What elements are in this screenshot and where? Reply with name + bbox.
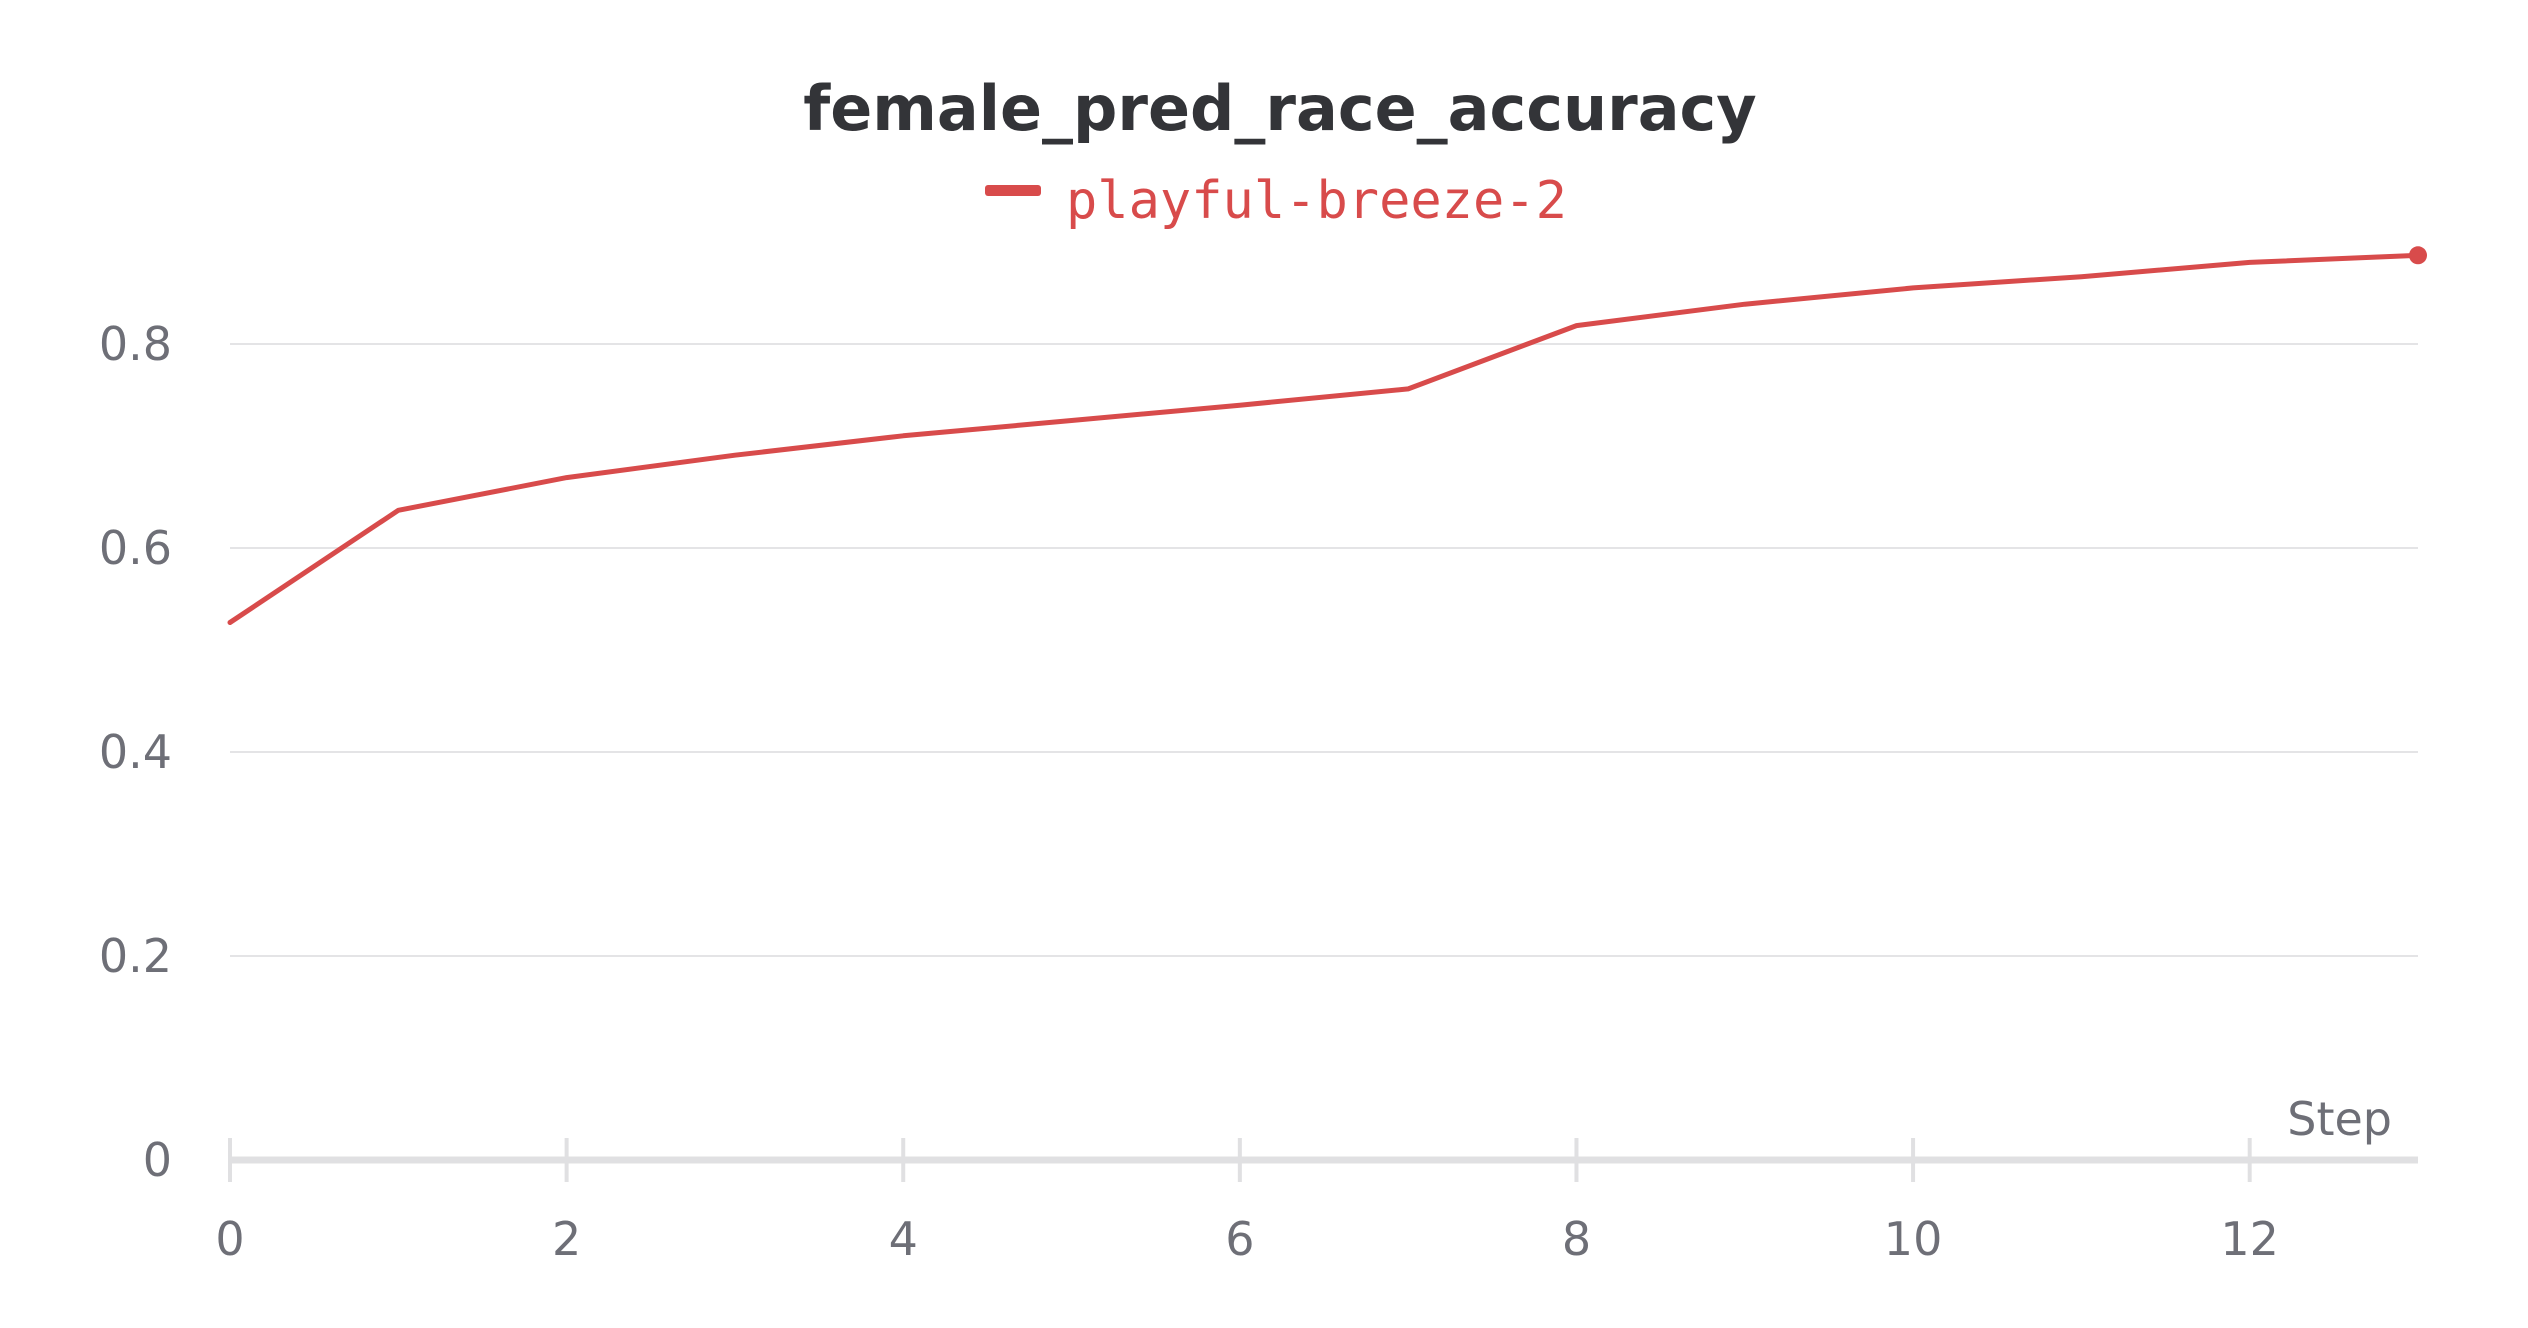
y-axis: 0 0.2 0.4 0.6 0.8 — [99, 317, 172, 1187]
series-layer[interactable] — [227, 246, 2427, 625]
x-tick-label: 12 — [2220, 1212, 2279, 1266]
x-tick-label: 2 — [552, 1212, 581, 1266]
x-tick-label: 8 — [1562, 1212, 1591, 1266]
legend-label: playful-breeze-2 — [1066, 171, 1567, 231]
x-tick-label: 0 — [215, 1212, 244, 1266]
legend[interactable]: playful-breeze-2 — [985, 171, 1567, 231]
y-tick-label: 0.8 — [99, 317, 172, 371]
series-line-playful-breeze-2[interactable] — [227, 252, 2421, 625]
x-tick-label: 10 — [1884, 1212, 1943, 1266]
x-tick-label: 6 — [1225, 1212, 1254, 1266]
legend-swatch — [985, 185, 1041, 196]
y-tick-label: 0.6 — [99, 521, 172, 575]
x-tick-label: 4 — [889, 1212, 918, 1266]
x-axis: 0 2 4 6 8 10 12 — [215, 1138, 2418, 1266]
gridlines — [230, 343, 2418, 957]
y-tick-label: 0.2 — [99, 929, 172, 983]
y-tick-label: 0.4 — [99, 725, 172, 779]
chart-title: female_pred_race_accuracy — [803, 72, 1756, 145]
x-axis-title: Step — [2287, 1092, 2392, 1146]
y-tick-label: 0 — [143, 1133, 172, 1187]
series-end-point[interactable] — [2409, 246, 2427, 265]
